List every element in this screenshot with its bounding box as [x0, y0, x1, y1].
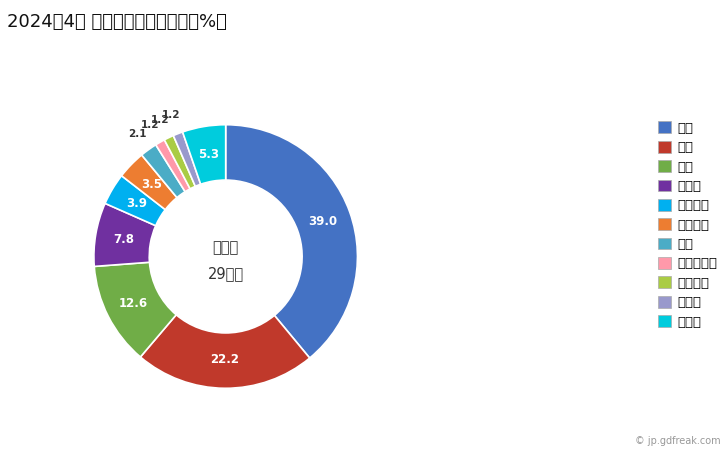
Text: 1.2: 1.2 [151, 115, 170, 125]
Text: 7.8: 7.8 [114, 233, 134, 246]
Wedge shape [173, 132, 201, 186]
Wedge shape [142, 145, 185, 198]
Text: 3.5: 3.5 [141, 178, 162, 191]
Text: 12.6: 12.6 [119, 297, 148, 310]
Wedge shape [226, 125, 357, 358]
Text: 39.0: 39.0 [309, 215, 338, 228]
Wedge shape [105, 176, 165, 226]
Wedge shape [156, 140, 190, 192]
Wedge shape [94, 203, 156, 266]
Text: 2024年4月 輸出相手国のシェア（%）: 2024年4月 輸出相手国のシェア（%） [7, 14, 227, 32]
Wedge shape [183, 125, 226, 184]
Text: 2.1: 2.1 [127, 129, 146, 139]
Text: © jp.gdfreak.com: © jp.gdfreak.com [635, 436, 721, 446]
Text: 1.2: 1.2 [141, 120, 159, 130]
Text: 22.2: 22.2 [210, 353, 240, 366]
Wedge shape [165, 135, 195, 189]
Wedge shape [141, 315, 309, 388]
Text: 3.9: 3.9 [126, 197, 147, 210]
Legend: 中国, 米国, 韓国, ドイツ, フランス, オランダ, 香港, マレーシア, イタリア, カナダ, その他: 中国, 米国, 韓国, ドイツ, フランス, オランダ, 香港, マレーシア, … [654, 117, 721, 333]
Text: 総　額: 総 額 [213, 240, 239, 255]
Text: 29億円: 29億円 [207, 266, 244, 281]
Text: 5.3: 5.3 [198, 148, 219, 161]
Wedge shape [94, 262, 176, 357]
Wedge shape [122, 155, 177, 210]
Text: 1.2: 1.2 [162, 110, 180, 120]
